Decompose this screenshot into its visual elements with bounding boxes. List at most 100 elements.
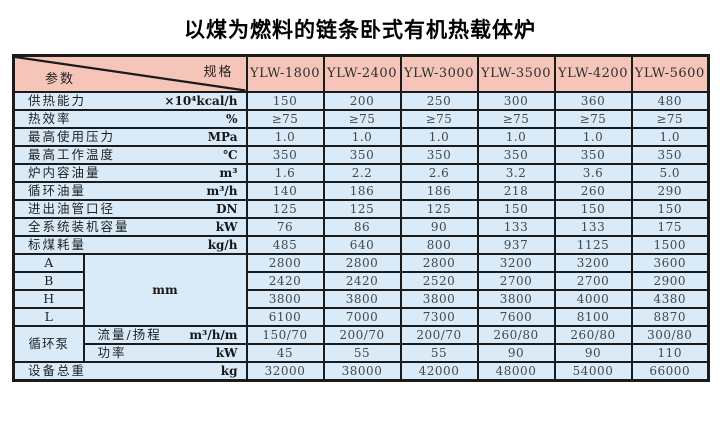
value-cell: 7600 xyxy=(476,306,556,327)
value-cell: 360 xyxy=(553,90,633,111)
param-cell-content: 设备总重 kg xyxy=(16,362,245,378)
param-label: 进出油管口径 xyxy=(28,200,116,216)
table-row: 供热能力 ×10⁴kcal/h 150 200 250 300 360 480 xyxy=(12,90,710,111)
dimension-letter-cell: H xyxy=(12,288,85,309)
value-cell: 45 xyxy=(245,342,325,363)
param-unit: kW xyxy=(215,219,238,234)
value-cell: 90 xyxy=(399,216,479,237)
value-cell: 2800 xyxy=(399,252,479,273)
corner-param-label: 参数 xyxy=(45,71,76,87)
value-cell: 1.0 xyxy=(322,126,402,147)
value-cell: 290 xyxy=(630,180,710,201)
value-cell: 1500 xyxy=(630,234,710,255)
param-cell: 供热能力 ×10⁴kcal/h xyxy=(12,90,248,111)
value-cell: 86 xyxy=(322,216,402,237)
header-row: 规格 参数 YLW-1800 YLW-2400 YLW-3000 YLW-350… xyxy=(12,54,710,93)
param-cell-content: 标煤耗量 kg/h xyxy=(16,236,245,252)
value-cell: 3.6 xyxy=(553,162,633,183)
param-cell-content: 热效率% xyxy=(16,110,245,126)
table-row: 功率 kW 45 55 55 90 90 110 xyxy=(14,342,710,363)
param-cell-content: 功率 kW xyxy=(86,345,245,360)
value-cell: 2800 xyxy=(245,252,325,273)
param-unit: m³/h xyxy=(206,183,238,198)
value-cell: 8100 xyxy=(553,306,633,327)
value-cell: 76 xyxy=(245,216,325,237)
value-cell: 2520 xyxy=(399,270,479,291)
value-cell: 3.2 xyxy=(476,162,556,183)
dimension-letter-cell: A xyxy=(12,252,85,273)
value-cell: 485 xyxy=(245,234,325,255)
value-cell: 200 xyxy=(322,90,402,111)
value-cell: 3800 xyxy=(476,288,556,309)
dimension-letter-cell: B xyxy=(12,270,85,291)
param-label: 最高工作温度 xyxy=(28,146,116,162)
value-cell: 1.0 xyxy=(553,126,633,147)
value-cell: ≥75 xyxy=(322,108,402,129)
value-cell: ≥75 xyxy=(476,108,556,129)
value-cell: 640 xyxy=(322,234,402,255)
value-cell: 1.6 xyxy=(245,162,325,183)
param-label: 热效率 xyxy=(28,110,72,126)
value-cell: 300/80 xyxy=(630,324,710,345)
value-cell: 3200 xyxy=(476,252,556,273)
value-cell: 350 xyxy=(399,144,479,165)
table-row: 进出油管口径 DN 125 125 125 150 150 150 xyxy=(12,198,710,219)
value-cell: 4000 xyxy=(553,288,633,309)
value-cell: 350 xyxy=(553,144,633,165)
value-cell: 250 xyxy=(399,90,479,111)
value-cell: 42000 xyxy=(399,360,479,381)
param-cell-content: 全系统装机容量 kW xyxy=(16,219,245,234)
value-cell: 150 xyxy=(245,90,325,111)
param-cell-content: 最高使用压力 MPa xyxy=(16,128,245,144)
value-cell: 1.0 xyxy=(245,126,325,147)
value-cell: 54000 xyxy=(553,360,633,381)
value-cell: 2800 xyxy=(322,252,402,273)
value-cell: 350 xyxy=(245,144,325,165)
param-cell: 功率 kW xyxy=(82,342,248,363)
param-unit: kW xyxy=(215,345,238,360)
value-cell: 300 xyxy=(476,90,556,111)
param-cell-content: 最高工作温度 ℃ xyxy=(16,146,245,162)
value-cell: 6100 xyxy=(245,306,325,327)
value-cell: 110 xyxy=(630,342,710,363)
param-label: 循环油量 xyxy=(28,182,87,198)
value-cell: 90 xyxy=(553,342,633,363)
table-row: 循环泵 流量/扬程 m³/h/m 150/70 200/70 200/70 260/80 26… xyxy=(12,324,710,363)
param-unit: % xyxy=(226,111,238,126)
value-cell: 350 xyxy=(630,144,710,165)
table-row: H 3800 3800 3800 3800 4000 4380 xyxy=(12,288,710,309)
value-cell: 2700 xyxy=(476,270,556,291)
value-cell: 66000 xyxy=(630,360,710,381)
value-cell: 125 xyxy=(399,198,479,219)
param-label: 标煤耗量 xyxy=(28,236,87,252)
param-unit: m³/h/m xyxy=(189,327,238,342)
value-cell: 260 xyxy=(553,180,633,201)
param-cell: 进出油管口径 DN xyxy=(12,198,248,219)
value-cell: 1.0 xyxy=(476,126,556,147)
table-row: L 6100 7000 7300 7600 8100 8870 xyxy=(12,306,710,327)
param-label: 最高使用压力 xyxy=(28,128,116,144)
table-row: 标煤耗量 kg/h 485 640 800 937 1125 1500 xyxy=(12,234,710,255)
param-label: 供热能力 xyxy=(28,92,87,108)
table-row: B 2420 2420 2520 2700 2700 2900 xyxy=(12,270,710,291)
param-unit: kg xyxy=(220,363,238,378)
param-cell: 循环油量 m³/h xyxy=(12,180,248,201)
value-cell: 55 xyxy=(322,342,402,363)
value-cell: 150 xyxy=(553,198,633,219)
value-cell: 937 xyxy=(476,234,556,255)
param-cell-content: 流量/扬程 m³/h/m xyxy=(86,327,245,342)
value-cell: 186 xyxy=(399,180,479,201)
value-cell: 3600 xyxy=(630,252,710,273)
param-unit: m³ xyxy=(219,165,238,180)
value-cell: 260/80 xyxy=(476,324,556,345)
param-label: 设备总重 xyxy=(28,362,87,378)
param-unit: ×10⁴kcal/h xyxy=(164,93,238,108)
column-header-ylw-1800: YLW-1800 xyxy=(245,54,325,93)
value-cell: 38000 xyxy=(322,360,402,381)
value-cell: 3800 xyxy=(245,288,325,309)
value-cell: 2900 xyxy=(630,270,710,291)
value-cell: 1.0 xyxy=(399,126,479,147)
column-header-ylw-2400: YLW-2400 xyxy=(322,54,402,93)
value-cell: 125 xyxy=(245,198,325,219)
column-header-ylw-5600: YLW-5600 xyxy=(630,54,710,93)
